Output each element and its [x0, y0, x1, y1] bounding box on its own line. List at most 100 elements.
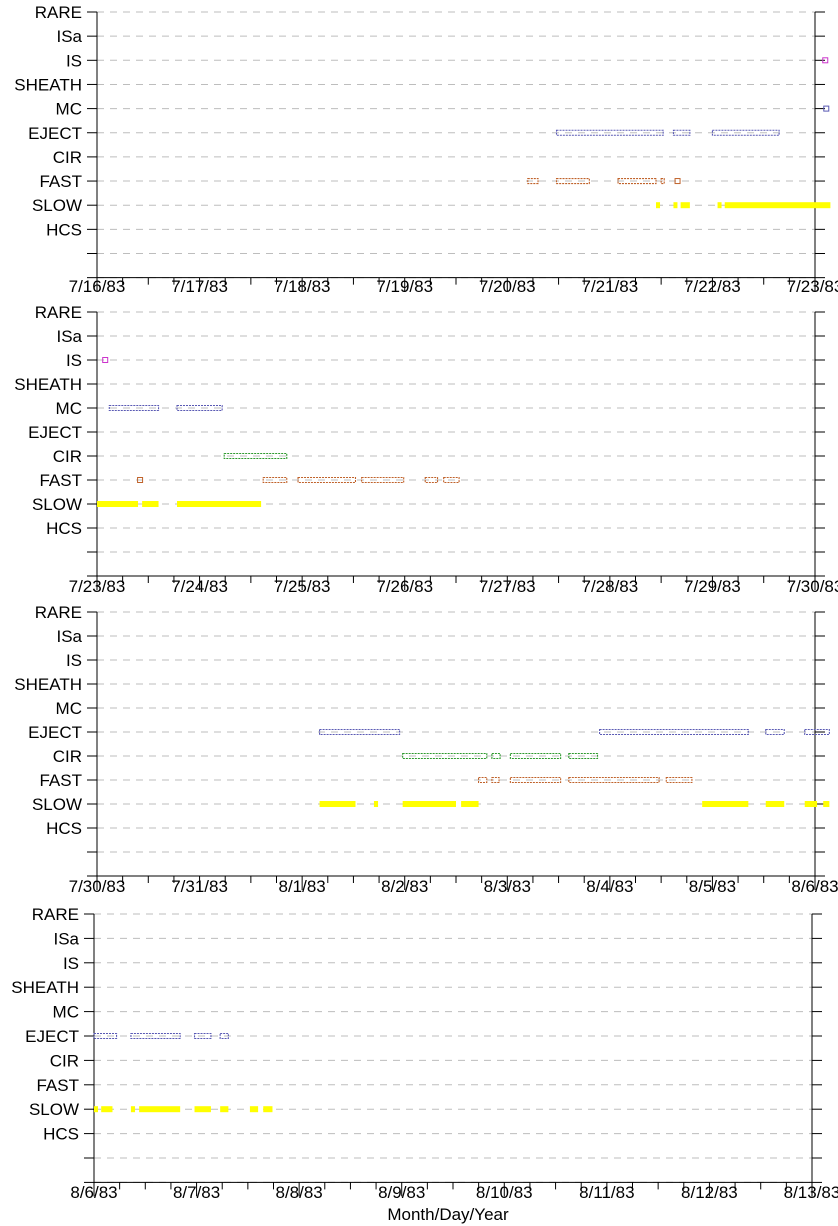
x-tick-label: 7/26/83	[376, 577, 433, 596]
data-bar	[804, 801, 818, 807]
data-bar	[555, 178, 590, 185]
data-bar	[142, 501, 159, 507]
x-tick-label: 7/24/83	[171, 577, 228, 596]
data-bar	[656, 202, 661, 209]
x-tick-label: 7/28/83	[581, 577, 638, 596]
data-bar	[319, 801, 356, 807]
y-tick-label: HCS	[43, 1125, 79, 1144]
y-tick-label: EJECT	[28, 723, 82, 742]
y-tick-label: RARE	[35, 603, 82, 622]
data-bar	[461, 801, 479, 807]
data-bar	[509, 776, 562, 784]
x-tick-label: 7/17/83	[171, 277, 228, 296]
y-tick-label: MC	[56, 699, 82, 718]
data-bar	[717, 202, 722, 209]
y-tick-label: MC	[56, 100, 82, 119]
y-tick-label: CIR	[53, 148, 82, 167]
x-tick-label: 7/30/83	[69, 877, 126, 896]
data-bar	[491, 776, 500, 784]
data-bar	[478, 776, 488, 784]
y-tick-label: SLOW	[32, 495, 82, 514]
data-bar	[424, 476, 439, 484]
y-tick-label: HCS	[46, 519, 82, 538]
x-tick-label: 7/19/83	[376, 277, 433, 296]
data-bar	[673, 202, 678, 209]
x-tick-label: 8/4/83	[586, 877, 633, 896]
data-point	[137, 477, 144, 483]
y-tick-label: SHEATH	[11, 978, 79, 997]
x-tick-label: 8/6/83	[791, 877, 838, 896]
x-tick-label: 7/25/83	[274, 577, 331, 596]
data-bar	[130, 1032, 181, 1040]
y-tick-label: IS	[66, 51, 82, 70]
y-tick-label: MC	[53, 1003, 79, 1022]
data-bar	[680, 202, 690, 209]
x-tick-label: 7/31/83	[171, 877, 228, 896]
panel-4: RARE ISa IS SHEATH MC EJECT CIR FAST SLOW HCS 8/6/…	[11, 905, 838, 1202]
x-tick-label: 7/23/83	[787, 277, 838, 296]
data-bar	[402, 801, 456, 807]
y-tick-label: EJECT	[25, 1027, 79, 1046]
y-tick-label: ISa	[56, 27, 82, 46]
x-tick-label: 8/6/83	[70, 1183, 117, 1202]
x-tick-label: 7/18/83	[274, 277, 331, 296]
y-tick-label: ISa	[56, 627, 82, 646]
x-tick-label: 7/21/83	[581, 277, 638, 296]
x-tick-label: 8/2/83	[381, 877, 428, 896]
x-tick-label: 8/8/83	[276, 1183, 323, 1202]
y-tick-label: FAST	[39, 471, 82, 490]
x-tick-label: 7/30/83	[787, 577, 838, 596]
y-tick-label: RARE	[32, 905, 79, 924]
panels: RARE ISa IS SHEATH MC EJECT CIR FAST SLOW HCS 7/16…	[11, 3, 838, 1202]
y-tick-label: IS	[66, 651, 82, 670]
data-bar	[319, 728, 401, 736]
y-tick-label: CIR	[53, 447, 82, 466]
x-tick-label: 8/5/83	[689, 877, 736, 896]
data-bar	[194, 1106, 211, 1113]
data-bar	[599, 728, 749, 736]
y-tick-label: IS	[63, 954, 79, 973]
data-bar	[220, 1106, 229, 1113]
x-tick-label: 7/23/83	[69, 577, 126, 596]
data-bar	[555, 129, 664, 136]
data-bar	[665, 776, 693, 784]
panel-2: RARE ISa IS SHEATH MC EJECT CIR FAST SLOW HCS 7/23…	[14, 303, 838, 596]
data-bar	[711, 129, 780, 136]
data-bar	[263, 1106, 273, 1113]
y-tick-label: RARE	[35, 303, 82, 322]
data-bar	[402, 752, 488, 760]
y-tick-label: FAST	[39, 172, 82, 191]
y-tick-label: SLOW	[32, 795, 82, 814]
y-tick-label: HCS	[46, 220, 82, 239]
data-bar	[373, 801, 379, 807]
x-tick-label: 7/16/83	[69, 277, 126, 296]
panel-1: RARE ISa IS SHEATH MC EJECT CIR FAST SLOW HCS 7/16…	[14, 3, 838, 296]
y-tick-label: IS	[66, 351, 82, 370]
x-tick-label: 8/12/83	[681, 1183, 738, 1202]
data-point	[674, 178, 681, 185]
x-tick-label: 8/10/83	[476, 1183, 533, 1202]
data-bar	[130, 1106, 136, 1113]
x-tick-label: 8/3/83	[484, 877, 531, 896]
data-bar	[139, 1106, 181, 1113]
data-bar	[101, 1106, 113, 1113]
data-bar	[765, 728, 785, 736]
x-tick-label: 8/7/83	[173, 1183, 220, 1202]
y-tick-label: SHEATH	[14, 675, 82, 694]
data-bar	[823, 801, 830, 807]
x-tick-label: 8/13/83	[784, 1183, 838, 1202]
y-tick-label: SHEATH	[14, 75, 82, 94]
data-bar	[617, 178, 657, 185]
y-tick-label: CIR	[53, 747, 82, 766]
data-point	[102, 357, 109, 363]
data-bar	[249, 1106, 259, 1113]
data-point	[822, 57, 829, 64]
data-bar	[702, 801, 749, 807]
data-bar	[443, 476, 460, 484]
data-bar	[660, 178, 665, 185]
data-bar	[93, 1032, 118, 1040]
data-bar	[491, 752, 501, 760]
data-bar	[672, 129, 691, 136]
data-bar	[177, 501, 262, 507]
data-bar	[804, 728, 830, 736]
